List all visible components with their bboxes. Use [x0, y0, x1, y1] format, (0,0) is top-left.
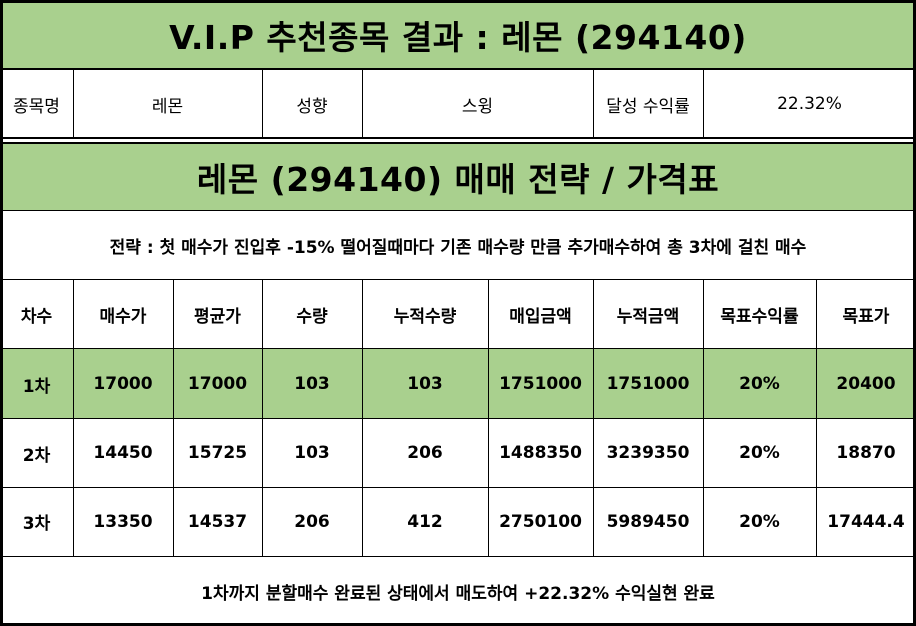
table-cell: 1751000	[499, 374, 582, 394]
col-header-target-yield: 목표수익률	[720, 306, 799, 327]
col-header-target-price: 목표가	[842, 306, 890, 327]
strategy-text: 전략 : 첫 매수가 진입후 -15% 떨어질때마다 기존 매수량 만큼 추가매…	[109, 237, 807, 258]
divider	[0, 137, 916, 139]
footer-note: 1차까지 분할매수 완료된 상태에서 매도하여 +22.32% 수익실현 완료	[201, 583, 715, 604]
table-cell: 14450	[93, 443, 153, 463]
strategy-title: 레몬 (294140) 매매 전략 / 가격표	[0, 143, 916, 211]
divider	[0, 279, 916, 280]
table-cell: 2차	[22, 445, 51, 466]
col-header-qty: 수량	[296, 306, 328, 327]
col-header-round: 차수	[20, 306, 53, 327]
divider	[362, 70, 363, 138]
border-left	[0, 0, 3, 626]
divider	[0, 348, 916, 349]
highlight-row-bg	[0, 349, 916, 419]
border-bottom	[0, 623, 916, 626]
table-cell: 20400	[836, 374, 896, 394]
table-cell: 103	[294, 374, 330, 394]
table-cell: 1488350	[499, 443, 582, 463]
divider	[0, 68, 916, 70]
table-cell: 3차	[22, 514, 51, 534]
yield-label: 달성 수익률	[606, 96, 690, 117]
table-cell: 5989450	[606, 511, 690, 532]
stock-name-label: 종목명	[13, 96, 60, 117]
divider	[0, 142, 916, 144]
divider	[262, 70, 263, 138]
col-header-cum-qty: 누적수량	[393, 306, 457, 327]
border-right	[913, 0, 916, 626]
table-cell: 17000	[187, 374, 248, 394]
style-value: 스윙	[461, 96, 494, 117]
divider	[262, 279, 263, 556]
table-cell: 14537	[187, 511, 248, 532]
table-cell: 18870	[836, 443, 896, 463]
table-cell: 17444.4	[827, 511, 905, 532]
col-header-avg-price: 평균가	[194, 306, 241, 327]
table-cell: 1차	[22, 376, 51, 397]
col-header-buy-price: 매수가	[99, 306, 147, 327]
divider	[593, 70, 594, 138]
table-cell: 17000	[93, 374, 153, 394]
table-cell: 103	[294, 443, 330, 463]
divider	[173, 279, 174, 556]
page-title: V.I.P 추천종목 결과 : 레몬 (294140)	[0, 0, 916, 70]
divider	[0, 210, 916, 211]
divider	[703, 279, 704, 556]
table-cell: 2750100	[499, 511, 582, 532]
style-label: 성향	[296, 96, 328, 117]
yield-value: 22.32%	[777, 94, 842, 114]
divider	[488, 279, 489, 556]
divider	[0, 418, 916, 419]
col-header-cum-amount: 누적금액	[616, 306, 680, 327]
divider	[593, 279, 594, 556]
col-header-buy-amount: 매입금액	[509, 306, 572, 327]
border-top	[0, 0, 916, 3]
divider	[362, 279, 363, 556]
table-cell: 3239350	[606, 443, 690, 463]
table-cell: 103	[407, 374, 443, 394]
divider	[73, 70, 74, 138]
table-cell: 412	[407, 511, 443, 532]
divider	[703, 70, 704, 138]
stock-name-value: 레몬	[151, 96, 184, 117]
divider	[73, 279, 74, 556]
table-cell: 206	[407, 443, 443, 463]
divider	[0, 556, 916, 557]
table-cell: 206	[294, 511, 330, 532]
table-cell: 1751000	[606, 374, 690, 394]
divider	[0, 487, 916, 488]
divider	[816, 279, 817, 556]
table-cell: 20%	[739, 511, 780, 532]
table-cell: 13350	[93, 511, 153, 532]
table-cell: 20%	[739, 443, 780, 463]
table-cell: 20%	[739, 374, 780, 394]
table-cell: 15725	[187, 443, 248, 463]
